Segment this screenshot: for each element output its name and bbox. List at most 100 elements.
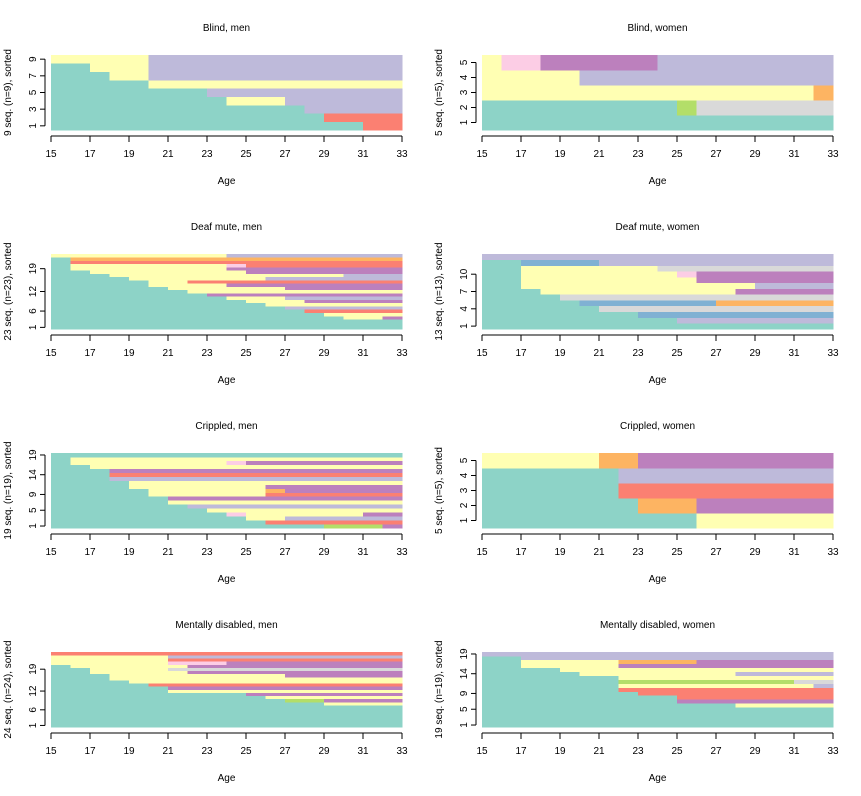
state-segment	[148, 283, 227, 287]
y-tick-label: 6	[28, 308, 39, 314]
state-segment	[51, 488, 149, 493]
y-tick-label: 7	[459, 288, 470, 294]
state-segment	[540, 55, 658, 71]
y-axis: 1 2 3 4 5	[459, 457, 477, 523]
x-tick-label: 19	[554, 547, 566, 558]
state-segment	[51, 325, 403, 330]
x-axis-label: Age	[649, 574, 667, 585]
y-tick-label: 3	[459, 487, 470, 493]
state-segment	[90, 464, 403, 470]
state-segment	[265, 695, 403, 700]
state-segment	[618, 659, 697, 665]
x-tick-label: 23	[201, 746, 213, 757]
state-segment	[285, 286, 403, 291]
y-tick-label: 12	[28, 685, 39, 697]
state-segment	[226, 661, 403, 665]
x-tick-label: 23	[201, 348, 213, 359]
sequence-rows	[482, 55, 834, 131]
state-segment	[343, 302, 403, 307]
y-tick-label: 1	[459, 517, 470, 523]
state-segment	[501, 55, 541, 71]
x-tick-label: 33	[396, 149, 408, 160]
state-segment	[265, 520, 403, 525]
x-tick-label: 33	[827, 348, 839, 359]
x-tick-label: 21	[162, 547, 174, 558]
state-segment	[657, 55, 834, 71]
y-tick-label: 3	[28, 106, 39, 112]
state-segment	[540, 288, 736, 295]
state-segment	[285, 296, 403, 300]
state-segment	[482, 715, 834, 720]
state-segment	[618, 683, 814, 688]
state-segment	[148, 63, 403, 72]
state-segment	[618, 483, 834, 499]
x-axis-label: Age	[218, 176, 236, 187]
state-segment	[696, 271, 834, 278]
x-tick-label: 17	[84, 149, 96, 160]
y-tick-label: 10	[459, 268, 470, 280]
state-segment	[51, 658, 169, 662]
state-segment	[677, 317, 834, 324]
chart-title: Mentally disabled, men	[175, 620, 277, 631]
state-segment	[168, 655, 403, 659]
state-segment	[51, 63, 91, 72]
state-segment	[363, 121, 403, 131]
x-tick-label: 19	[123, 547, 135, 558]
state-segment	[51, 453, 403, 458]
state-segment	[226, 283, 403, 287]
x-tick-label: 25	[671, 149, 683, 160]
state-segment	[207, 293, 403, 297]
state-segment	[579, 70, 834, 86]
state-segment	[226, 267, 403, 271]
state-segment	[599, 259, 834, 266]
state-segment	[51, 708, 403, 712]
state-segment	[382, 524, 403, 529]
state-segment	[285, 96, 403, 106]
x-tick-label: 27	[279, 149, 291, 160]
state-segment	[168, 667, 403, 672]
x-tick-label: 21	[162, 746, 174, 757]
state-segment	[657, 265, 834, 272]
y-axis-label: 24 seq. (n=24), sorted	[3, 640, 14, 738]
x-tick-label: 27	[279, 746, 291, 757]
state-segment	[51, 652, 403, 656]
x-tick-label: 19	[123, 746, 135, 757]
x-tick-label: 31	[357, 348, 369, 359]
state-segment	[129, 480, 403, 485]
y-tick-label: 2	[459, 104, 470, 110]
state-segment	[51, 480, 130, 485]
state-segment	[226, 263, 247, 268]
state-segment	[343, 273, 403, 278]
x-tick-label: 17	[84, 348, 96, 359]
x-axis-label: Age	[649, 375, 667, 386]
x-axis: 15 17 19 21 23 25 27 29 31 33	[476, 533, 839, 558]
chart-title: Crippled, women	[620, 421, 695, 432]
state-segment	[482, 259, 522, 266]
y-tick-label: 1	[28, 123, 39, 129]
state-segment	[51, 88, 208, 97]
y-axis: 1 2 3 4 5	[459, 59, 477, 125]
state-segment	[51, 673, 110, 678]
x-tick-label: 33	[396, 547, 408, 558]
state-segment	[285, 516, 403, 521]
state-segment	[51, 257, 71, 261]
chart-title: Deaf mute, men	[191, 222, 262, 233]
state-segment	[168, 661, 227, 665]
state-segment	[246, 263, 403, 268]
y-tick-label: 1	[28, 324, 39, 330]
x-tick-label: 29	[749, 547, 761, 558]
chart-panel-7: Mentally disabled, men 15 17 19 21 23 25 27 29 31…	[3, 620, 408, 784]
state-segment	[246, 270, 403, 274]
state-segment	[51, 720, 403, 725]
state-segment	[51, 677, 110, 681]
y-tick-label: 14	[28, 469, 39, 481]
x-tick-label: 27	[710, 348, 722, 359]
x-tick-label: 31	[788, 149, 800, 160]
sequence-rows	[482, 254, 834, 330]
y-tick-label: 12	[28, 286, 39, 298]
state-segment	[285, 488, 403, 493]
state-segment	[51, 492, 149, 497]
